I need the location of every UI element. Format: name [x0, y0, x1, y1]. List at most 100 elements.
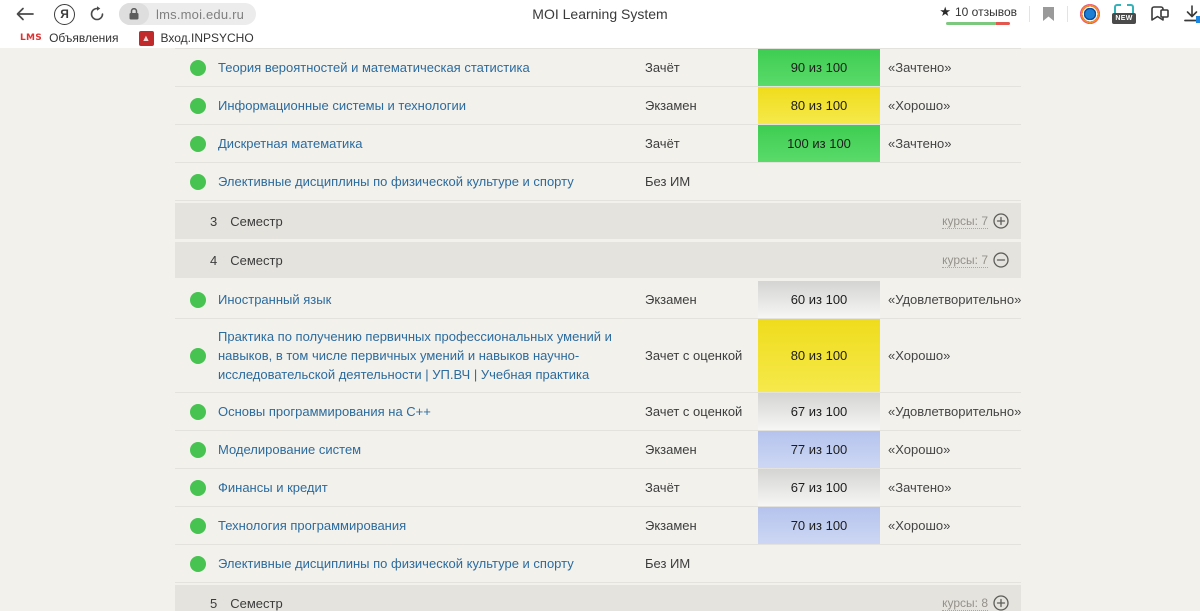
- course-link[interactable]: Информационные системы и технологии: [218, 98, 466, 113]
- course-name-cell: Финансы и кредит: [218, 470, 645, 505]
- expand-icon[interactable]: [993, 213, 1009, 229]
- collapse-icon[interactable]: [993, 252, 1009, 268]
- course-link[interactable]: Моделирование систем: [218, 442, 362, 457]
- bookmarks-bar: LMS Объявления ▲ Вход.INPSYCHO: [0, 28, 1200, 48]
- score-badge: 77 из 100: [758, 431, 880, 468]
- control-type: Экзамен: [645, 292, 697, 307]
- semester-number: 5: [210, 595, 218, 611]
- bookmark-page-button[interactable]: [1042, 6, 1055, 22]
- url-text: lms.moi.edu.ru: [156, 6, 245, 22]
- screenshot-extension-new-icon[interactable]: NEW: [1112, 4, 1136, 24]
- course-row: Дискретная математика Зачёт 100 из 100 «Зач…: [175, 125, 1021, 163]
- status-cell: [175, 545, 218, 582]
- course-row: Основы программирования на C++ Зачет с оц…: [175, 393, 1021, 431]
- star-icon: ★: [939, 3, 951, 19]
- score-badge: 80 из 100: [758, 87, 880, 124]
- course-row: Элективные дисциплины по физической куль…: [175, 545, 1021, 583]
- course-status-dot-icon: [190, 479, 206, 496]
- grade-text: «Удовлетворительно»: [888, 292, 1022, 307]
- courses-count-link[interactable]: курсы: 7: [942, 213, 988, 229]
- status-cell: [175, 49, 218, 86]
- collections-button[interactable]: [1148, 5, 1170, 23]
- course-link[interactable]: Технология программирования: [218, 518, 407, 533]
- divider: [1029, 6, 1030, 22]
- course-name-cell: Основы программирования на C++: [218, 394, 645, 429]
- course-row: Моделирование систем Экзамен 77 из 100 «Хор…: [175, 431, 1021, 469]
- course-link[interactable]: Элективные дисциплины по физической куль…: [218, 174, 574, 189]
- score-badge: [758, 163, 880, 200]
- course-status-dot-icon: [190, 97, 206, 114]
- course-link[interactable]: Элективные дисциплины по физической куль…: [218, 556, 574, 571]
- semester-header-row[interactable]: 5 Семестр курсы: 8: [175, 585, 1021, 611]
- control-type: Экзамен: [645, 518, 697, 533]
- refresh-icon: [90, 6, 104, 21]
- status-cell: [175, 163, 218, 200]
- course-row: Технология программирования Экзамен 70 из …: [175, 507, 1021, 545]
- course-status-dot-icon: [190, 291, 206, 308]
- grade-text: «Хорошо»: [888, 442, 951, 457]
- course-name-cell: Практика по получению первичных професси…: [218, 319, 645, 392]
- control-type: Без ИМ: [645, 556, 691, 571]
- bookmark-item-inpsycho[interactable]: ▲ Вход.INPSYCHO: [133, 30, 260, 46]
- course-status-dot-icon: [190, 59, 206, 76]
- course-link[interactable]: Дискретная математика: [218, 136, 363, 151]
- back-arrow-icon: [16, 7, 34, 21]
- course-name-cell: Элективные дисциплины по физической куль…: [218, 164, 645, 199]
- semester-header-row[interactable]: 3 Семестр курсы: 7: [175, 203, 1021, 239]
- control-type: Зачет с оценкой: [645, 348, 743, 363]
- status-cell: [175, 319, 218, 392]
- grade-text: «Хорошо»: [888, 348, 951, 363]
- course-link[interactable]: Теория вероятностей и математическая ста…: [218, 60, 530, 75]
- browser-toolbar: Я lms.moi.edu.ru MOI Learning System ★ 1…: [0, 0, 1200, 28]
- yandex-icon: Я: [60, 7, 69, 21]
- course-name-cell: Технология программирования: [218, 508, 645, 543]
- bookmark-item-announcements[interactable]: LMS Объявления: [14, 31, 125, 45]
- status-cell: [175, 281, 218, 318]
- control-type: Экзамен: [645, 98, 697, 113]
- control-type: Зачет с оценкой: [645, 404, 743, 419]
- semester-header-row[interactable]: 4 Семестр курсы: 7: [175, 242, 1021, 278]
- site-rating-widget[interactable]: ★ 10 отзывов: [939, 4, 1017, 25]
- back-button[interactable]: [16, 7, 34, 21]
- control-type: Зачёт: [645, 480, 680, 495]
- course-name-cell: Элективные дисциплины по физической куль…: [218, 546, 645, 581]
- address-bar[interactable]: lms.moi.edu.ru: [119, 3, 257, 25]
- control-type: Экзамен: [645, 442, 697, 457]
- courses-count-link[interactable]: курсы: 8: [942, 595, 988, 611]
- grade-text: «Удовлетворительно»: [888, 404, 1022, 419]
- downloads-button[interactable]: [1182, 4, 1200, 24]
- toolbar-right-cluster: ★ 10 отзывов NEW: [939, 0, 1200, 28]
- score-badge: 60 из 100: [758, 281, 880, 318]
- course-name-cell: Дискретная математика: [218, 126, 645, 161]
- course-row: Финансы и кредит Зачёт 67 из 100 «Зачтено»: [175, 469, 1021, 507]
- course-status-dot-icon: [190, 135, 206, 152]
- course-status-dot-icon: [190, 517, 206, 534]
- course-link[interactable]: Иностранный язык: [218, 292, 332, 307]
- inpsycho-favicon: ▲: [138, 30, 154, 46]
- status-cell: [175, 87, 218, 124]
- download-icon: [1184, 5, 1200, 23]
- course-row: Теория вероятностей и математическая ста…: [175, 49, 1021, 87]
- lock-chip[interactable]: [119, 3, 149, 25]
- score-badge: 100 из 100: [758, 125, 880, 162]
- course-status-dot-icon: [190, 555, 206, 572]
- course-name-cell: Теория вероятностей и математическая ста…: [218, 50, 645, 85]
- grade-text: «Зачтено»: [888, 480, 952, 495]
- yandex-home-button[interactable]: Я: [54, 3, 75, 25]
- expand-icon[interactable]: [993, 595, 1009, 611]
- lock-icon: [129, 8, 139, 20]
- refresh-button[interactable]: [89, 6, 105, 22]
- score-badge: 70 из 100: [758, 507, 880, 544]
- extension-browser-logo-icon[interactable]: [1080, 4, 1100, 24]
- grade-text: «Хорошо»: [888, 98, 951, 113]
- course-link[interactable]: Основы программирования на C++: [218, 404, 431, 419]
- status-cell: [175, 125, 218, 162]
- rating-bar: [946, 21, 1011, 25]
- bookmark-icon: [1043, 7, 1054, 21]
- course-link[interactable]: Финансы и кредит: [218, 480, 328, 495]
- semester-number: 3: [210, 213, 218, 229]
- courses-count-link[interactable]: курсы: 7: [942, 252, 988, 268]
- semester-label: Семестр: [230, 252, 283, 268]
- control-type: Зачёт: [645, 60, 680, 75]
- course-link[interactable]: Практика по получению первичных професси…: [218, 329, 612, 382]
